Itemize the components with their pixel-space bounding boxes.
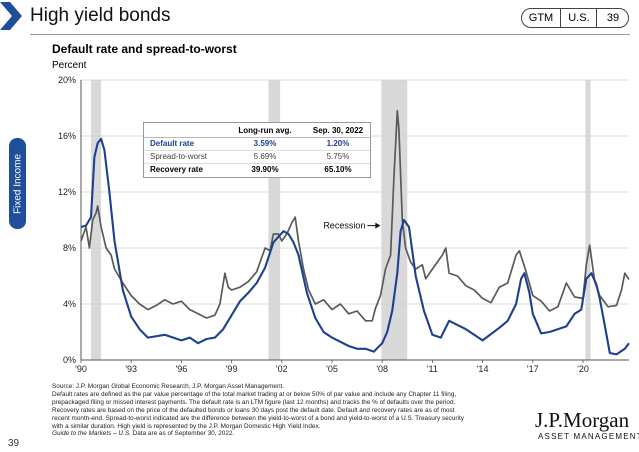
chart: 0% 4% 8% 12% 16% 20% '90 '93 '96 '99 '02 '05 '08 '11… [58,75,630,374]
jpmorgan-logo: J.P.Morgan [535,408,630,432]
stats-longrun: 3.59% [253,139,277,148]
x-tick-label: '11 [427,364,438,374]
stats-table: Long-run avg. Sep. 30, 2022 Default rate… [143,122,371,178]
recession-band [91,80,102,360]
header-tags: GTM U.S. 39 [521,8,629,28]
tag-region: U.S. [560,9,597,27]
series-spread-to-worst [80,109,630,322]
stats-current: 1.20% [326,139,350,148]
x-tick-label: '14 [477,364,489,374]
stats-header-longrun: Long-run avg. [238,126,292,135]
stats-label: Default rate [150,139,195,148]
stats-row-default: Default rate 3.59% 1.20% [144,137,370,151]
x-tick-label: '96 [176,364,188,374]
stats-row-spread: Spread-to-worst 5.69% 5.75% [144,150,370,164]
y-tick-label: 12% [58,187,76,197]
x-tick-label: '17 [527,364,539,374]
footnote-guide: Guide to the Markets – U.S. [52,430,131,438]
footnote-asof: Data are as of September 30, 2022. [130,430,235,438]
y-tick-label: 0% [63,355,76,365]
x-tick-label: '20 [577,364,589,374]
x-tick-label: '05 [326,364,338,374]
series-default-rate [80,137,630,356]
tag-gtm: GTM [528,12,554,24]
x-tick-label: '93 [125,364,137,374]
recession-band [268,80,281,360]
stats-longrun: 5.69% [253,152,277,161]
footnote: Source: J.P. Morgan Global Economic Rese… [52,383,472,438]
y-tick-label: 4% [63,299,76,309]
logo-subtitle: ASSET MANAGEMENT [538,432,639,441]
stats-longrun: 39.90% [251,165,279,174]
page-title: High yield bonds [30,5,171,26]
y-tick-label: 8% [63,243,76,253]
footnote-date: Guide to the Markets – U.S. Data are as … [52,430,472,438]
section-tab[interactable]: Fixed Income [9,138,26,229]
x-tick-label: '02 [276,364,288,374]
stats-label: Spread-to-worst [150,152,207,161]
stats-current: 65.10% [324,165,352,174]
stats-header-row: Long-run avg. Sep. 30, 2022 [144,124,370,138]
recession-band [585,80,591,360]
y-axis-label: Percent [52,60,87,71]
y-tick-label: 20% [58,75,76,85]
recession-annotation: Recession [323,221,365,231]
footnote-source: Source: J.P. Morgan Global Economic Rese… [52,383,285,390]
annotation-arrow-head [375,222,381,229]
x-tick-label: '90 [75,364,87,374]
footnote-body: Default rates are defined as the par val… [52,390,464,430]
stats-current: 5.75% [326,152,350,161]
chart-title: Default rate and spread-to-worst [52,42,237,56]
chevron-right-icon [0,2,22,30]
header-divider [30,34,630,35]
x-tick-label: '08 [376,364,388,374]
stats-label: Recovery rate [150,165,203,174]
y-tick-label: 16% [58,131,76,141]
tag-page: 39 [596,9,629,27]
stats-header-current: Sep. 30, 2022 [312,126,364,135]
page-number: 39 [8,438,20,449]
stats-row-recovery: Recovery rate 39.90% 65.10% [144,163,370,176]
x-tick-label: '99 [226,364,238,374]
